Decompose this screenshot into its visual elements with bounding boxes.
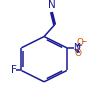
Text: O: O: [76, 38, 83, 47]
Text: −: −: [80, 37, 87, 46]
Text: N: N: [73, 43, 80, 52]
Text: O: O: [75, 49, 82, 58]
Text: +: +: [76, 43, 82, 49]
Text: N: N: [48, 0, 55, 10]
Text: F: F: [11, 65, 17, 75]
